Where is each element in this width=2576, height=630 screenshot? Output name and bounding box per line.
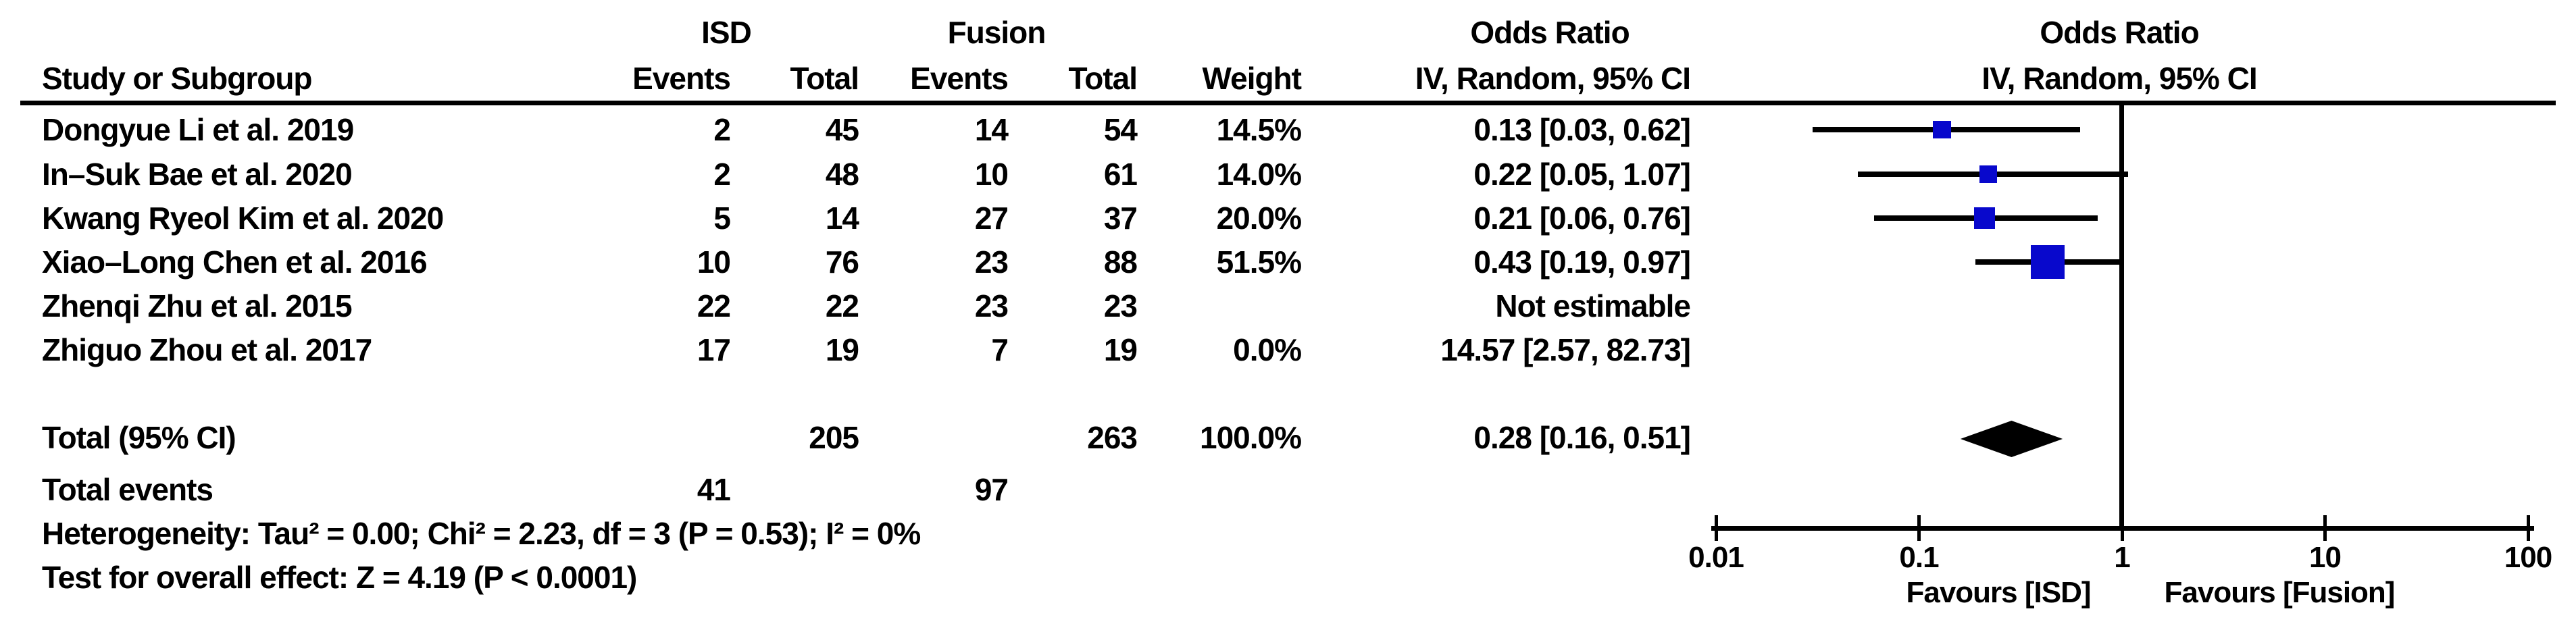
- study-row-4-fusion-events: 23: [974, 288, 1009, 323]
- favours-left-label: Favours [ISD]: [1906, 576, 2091, 609]
- study-row-2-study: Kwang Ryeol Kim et al. 2020: [42, 201, 444, 236]
- total-or-text: 0.28 [0.16, 0.51]: [1473, 420, 1691, 455]
- odds-ratio-plot-header: Odds Ratio: [2040, 15, 2199, 50]
- ivci-plot-header: IV, Random, 95% CI: [1981, 61, 2257, 96]
- study-row-0-isd-total: 45: [825, 112, 859, 147]
- total-events-label: Total events: [42, 472, 213, 507]
- x-axis-tick-1: [1917, 515, 1921, 541]
- ivci-col-header: IV, Random, 95% CI: [1415, 61, 1691, 96]
- total-fusion-total: 263: [1087, 420, 1138, 455]
- heterogeneity-text: Heterogeneity: Tau² = 0.00; Chi² = 2.23,…: [42, 516, 921, 551]
- x-axis-tick-3: [2323, 515, 2327, 541]
- study-row-2-fusion-total: 37: [1103, 201, 1138, 236]
- study-row-5-study: Zhiguo Zhou et al. 2017: [42, 332, 372, 367]
- x-axis-tick-0: [1714, 515, 1718, 541]
- study-row-2-isd-total: 14: [825, 201, 859, 236]
- study-row-2-isd-events: 5: [713, 201, 731, 236]
- study-row-1-isd-total: 48: [825, 157, 859, 192]
- study-row-3-fusion-total: 88: [1103, 244, 1138, 280]
- study-row-5-fusion-total: 19: [1103, 332, 1138, 367]
- study-row-5-fusion-events: 7: [991, 332, 1009, 367]
- study-row-0-or-text: 0.13 [0.03, 0.62]: [1473, 112, 1691, 147]
- study-row-4-or-text: Not estimable: [1495, 288, 1691, 323]
- study-row-0-weight: 14.5%: [1216, 112, 1302, 147]
- study-row-1-isd-events: 2: [713, 157, 731, 192]
- x-axis-tick-label-3: 10: [2309, 541, 2342, 574]
- study-row-4-isd-events: 22: [697, 288, 731, 323]
- study-row-3-study: Xiao–Long Chen et al. 2016: [42, 244, 428, 280]
- weight-col-header: Weight: [1202, 61, 1302, 96]
- x-axis-tick-label-1: 0.1: [1899, 541, 1939, 574]
- total-events-isd: 41: [697, 472, 731, 507]
- total-weight: 100.0%: [1199, 420, 1302, 455]
- study-row-0-fusion-events: 14: [974, 112, 1009, 147]
- x-axis-tick-label-4: 100: [2504, 541, 2552, 574]
- study-row-2-fusion-events: 27: [974, 201, 1009, 236]
- or-point-square-row-3: [2030, 244, 2065, 280]
- study-row-2-or-text: 0.21 [0.06, 0.76]: [1473, 201, 1691, 236]
- fusion-events-col-header: Events: [910, 61, 1009, 96]
- study-row-5-or-text: 14.57 [2.57, 82.73]: [1440, 332, 1691, 367]
- odds-ratio-col-header: Odds Ratio: [1470, 15, 1630, 50]
- summary-diamond: [1960, 421, 2063, 457]
- study-row-3-isd-total: 76: [825, 244, 859, 280]
- study-row-0-fusion-total: 54: [1103, 112, 1138, 147]
- study-row-5-isd-total: 19: [825, 332, 859, 367]
- isd-events-col-header: Events: [632, 61, 731, 96]
- study-row-1-study: In–Suk Bae et al. 2020: [42, 157, 353, 192]
- header-separator-rule: [20, 101, 2556, 105]
- fusion-group-header: Fusion: [947, 15, 1046, 50]
- study-row-5-isd-events: 17: [697, 332, 731, 367]
- study-row-3-isd-events: 10: [697, 244, 731, 280]
- study-row-4-study: Zhenqi Zhu et al. 2015: [42, 288, 353, 323]
- study-row-5-weight: 0.0%: [1233, 332, 1302, 367]
- study-row-4-isd-total: 22: [825, 288, 859, 323]
- fusion-total-col-header: Total: [1068, 61, 1138, 96]
- or-point-square-row-1: [1979, 165, 1998, 184]
- overall-effect-text: Test for overall effect: Z = 4.19 (P < 0…: [42, 560, 637, 595]
- favours-right-label: Favours [Fusion]: [2164, 576, 2396, 609]
- study-row-4-fusion-total: 23: [1103, 288, 1138, 323]
- study-row-2-weight: 20.0%: [1216, 201, 1302, 236]
- total-events-fusion: 97: [974, 472, 1009, 507]
- study-row-3-fusion-events: 23: [974, 244, 1009, 280]
- study-row-3-or-text: 0.43 [0.19, 0.97]: [1473, 244, 1691, 280]
- or-point-square-row-0: [1933, 120, 1952, 139]
- total-label: Total (95% CI): [42, 420, 236, 455]
- study-row-1-fusion-total: 61: [1103, 157, 1138, 192]
- x-axis-tick-2: [2120, 515, 2124, 541]
- study-row-0-isd-events: 2: [713, 112, 731, 147]
- null-effect-line: [2119, 103, 2124, 529]
- x-axis-tick-label-0: 0.01: [1688, 541, 1744, 574]
- or-point-square-row-2: [1973, 207, 1995, 229]
- x-axis-tick-4: [2526, 515, 2530, 541]
- x-axis-tick-label-2: 1: [2114, 541, 2131, 574]
- total-isd-total: 205: [809, 420, 859, 455]
- study-col-header: Study or Subgroup: [42, 61, 313, 96]
- study-row-3-weight: 51.5%: [1216, 244, 1302, 280]
- isd-total-col-header: Total: [790, 61, 859, 96]
- study-row-0-study: Dongyue Li et al. 2019: [42, 112, 354, 147]
- study-row-1-weight: 14.0%: [1216, 157, 1302, 192]
- isd-group-header: ISD: [701, 15, 752, 50]
- study-row-1-or-text: 0.22 [0.05, 1.07]: [1473, 157, 1691, 192]
- study-row-1-fusion-events: 10: [974, 157, 1009, 192]
